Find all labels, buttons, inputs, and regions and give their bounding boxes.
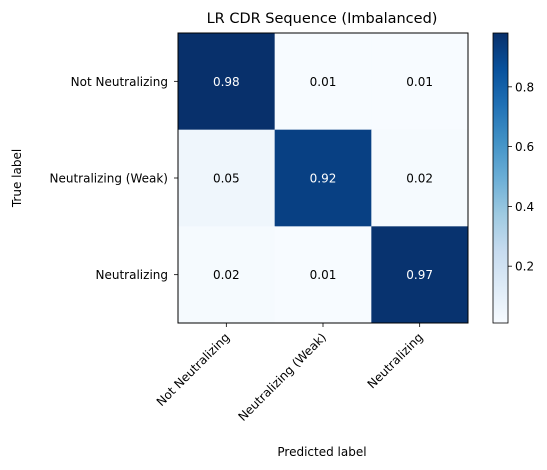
- colorbar-tick-label: 0.4: [515, 200, 534, 214]
- chart-title: LR CDR Sequence (Imbalanced): [207, 11, 438, 27]
- colorbar-tick-label: 0.8: [515, 80, 534, 94]
- cell-value-label: 0.97: [406, 268, 433, 282]
- colorbar: [492, 32, 509, 324]
- cell-value-label: 0.02: [213, 268, 240, 282]
- cell-value-labels: 0.98 0.01 0.01 0.05 0.92 0.02 0.02 0.01 0.97: [213, 75, 433, 282]
- cell-value-label: 0.01: [310, 268, 337, 282]
- heatmap-cell: [371, 226, 469, 324]
- heatmap-cell: [274, 226, 372, 324]
- heatmap-cell: [178, 226, 276, 324]
- x-axis-ticks: Not Neutralizing Neutralizing (Weak) Neutr…: [154, 323, 426, 424]
- heatmap-cell: [274, 33, 372, 131]
- colorbar-ticks: 0.2 0.4 0.6 0.8: [508, 80, 534, 274]
- x-axis-label: Predicted label: [277, 445, 366, 459]
- heatmap-cell: [371, 33, 469, 131]
- cell-value-label: 0.05: [213, 172, 240, 186]
- y-axis-ticks: Not Neutralizing Neutralizing (Weak) Neutr…: [49, 75, 178, 282]
- x-tick-label: Not Neutralizing: [154, 330, 233, 409]
- cell-value-label: 0.98: [213, 75, 240, 89]
- colorbar-tick-label: 0.2: [515, 260, 534, 274]
- y-tick-label: Not Neutralizing: [71, 75, 168, 89]
- heatmap-cell: [274, 129, 372, 227]
- y-tick-label: Neutralizing (Weak): [49, 172, 168, 186]
- heatmap-cell: [178, 129, 276, 227]
- heatmap-cell: [371, 129, 469, 227]
- cell-value-label: 0.02: [406, 172, 433, 186]
- heatmap-cell: [178, 33, 276, 131]
- heatmap-cells: [178, 33, 469, 324]
- x-tick-label: Neutralizing (Weak): [235, 330, 329, 424]
- colorbar-tick-label: 0.6: [515, 140, 534, 154]
- y-axis-label: True label: [10, 149, 24, 208]
- cell-value-label: 0.92: [310, 172, 337, 186]
- cell-value-label: 0.01: [406, 75, 433, 89]
- x-tick-label: Neutralizing: [365, 330, 426, 391]
- cell-value-label: 0.01: [310, 75, 337, 89]
- y-tick-label: Neutralizing: [96, 268, 168, 282]
